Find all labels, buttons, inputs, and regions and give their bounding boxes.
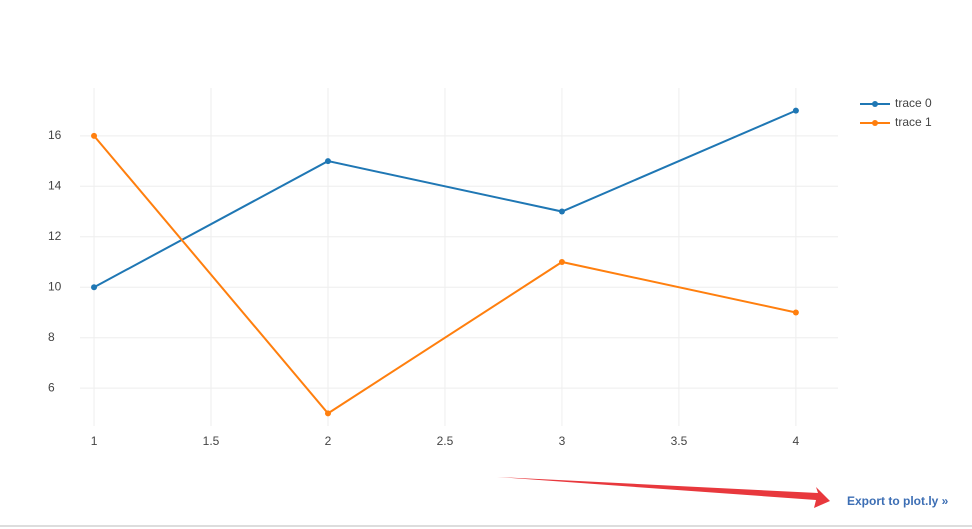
y-tick-label: 16 xyxy=(48,128,62,142)
marker xyxy=(91,132,98,139)
x-tick-label: 4 xyxy=(793,434,800,448)
x-tick-label: 2 xyxy=(325,434,332,448)
x-tick-label: 1.5 xyxy=(203,434,220,448)
marker xyxy=(324,410,331,417)
export-link[interactable]: Export to plot.ly » xyxy=(847,494,949,508)
plot: 6 8 10 12 14 16 1 1.5 2 2.5 3 3.5 4 trace 0 trace 1 xyxy=(48,88,932,448)
marker xyxy=(558,208,565,215)
marker xyxy=(792,309,799,316)
x-tick-label: 1 xyxy=(91,434,98,448)
y-tick-label: 6 xyxy=(48,380,55,394)
y-tick-label: 12 xyxy=(48,229,62,243)
arrow-annotation xyxy=(497,477,830,508)
line xyxy=(93,109,797,289)
x-tick-label: 2.5 xyxy=(437,434,454,448)
legend-label: trace 1 xyxy=(895,115,932,129)
legend-marker xyxy=(872,101,878,107)
legend-label: trace 0 xyxy=(895,96,932,110)
x-tick-label: 3 xyxy=(559,434,566,448)
marker xyxy=(792,107,799,114)
marker xyxy=(91,284,98,291)
marker xyxy=(558,259,565,265)
y-tick-label: 10 xyxy=(48,279,62,293)
y-tick-label: 8 xyxy=(48,330,55,344)
y-tick-label: 14 xyxy=(48,178,62,192)
line xyxy=(93,135,797,415)
marker xyxy=(324,158,331,165)
legend-marker xyxy=(872,120,878,126)
x-tick-label: 3.5 xyxy=(671,434,688,448)
